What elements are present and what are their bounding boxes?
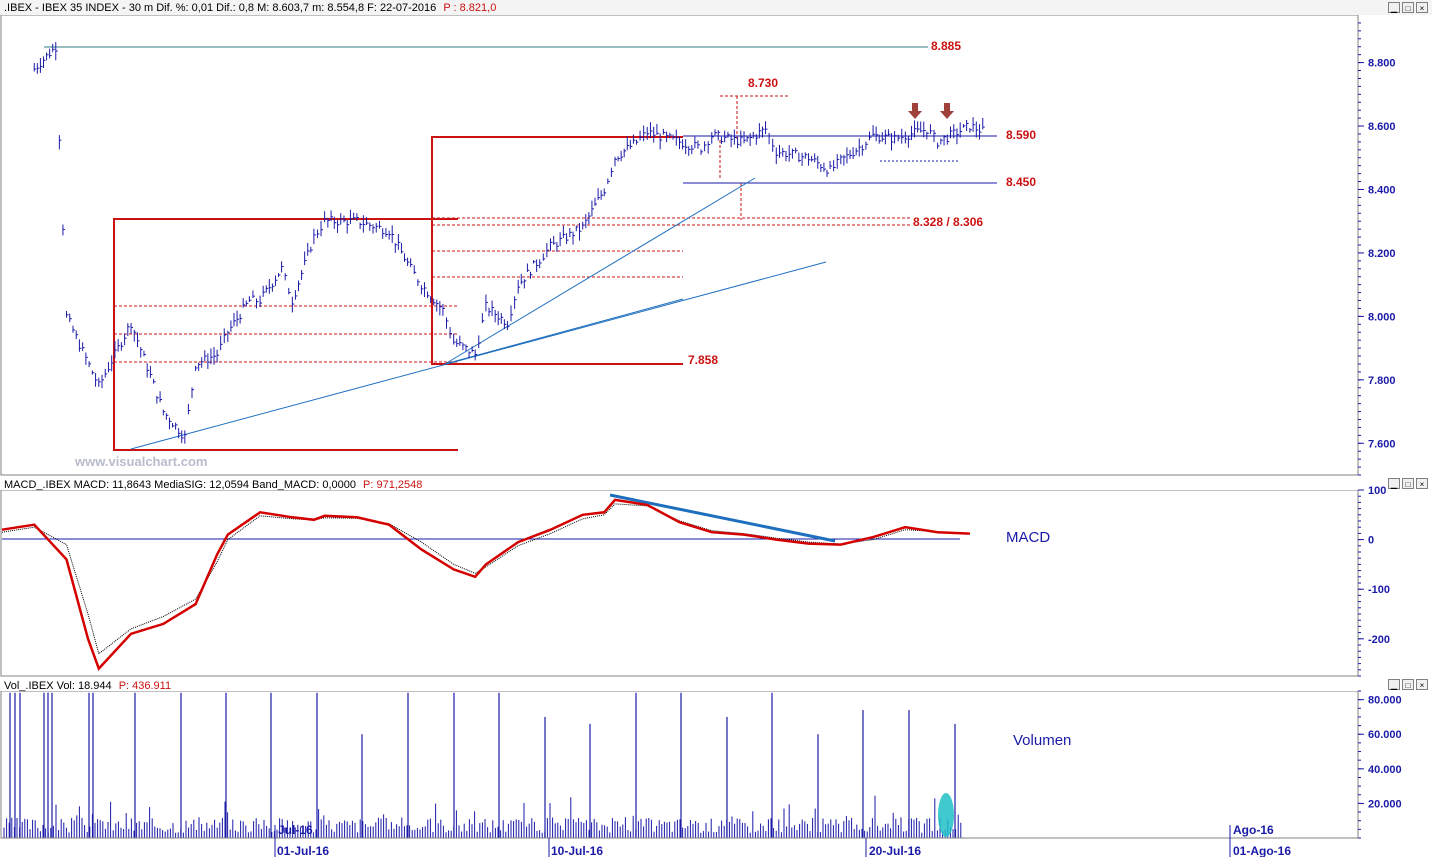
- volume-header-p: P: 436.911: [119, 680, 171, 692]
- level-8885: 8.885: [931, 39, 961, 53]
- macd-header-bar: [0, 476, 1432, 490]
- macd-line: [1, 498, 970, 671]
- trendline-1: [130, 261, 827, 450]
- macd-minimize-button[interactable]: ▁: [1388, 478, 1400, 489]
- volume-tick-label: 80.000: [1368, 695, 1402, 707]
- volume-header-bar: [0, 677, 1432, 691]
- macd-divergence-line: [609, 493, 836, 543]
- volume-maximize-button[interactable]: □: [1402, 679, 1414, 690]
- macd-header-p: P: 971,2548: [363, 479, 422, 491]
- volume-minimize-button[interactable]: ▁: [1388, 679, 1400, 690]
- price-tick-label: 8.400: [1368, 184, 1396, 196]
- volume-bars: [3, 692, 962, 838]
- level-8730: 8.730: [748, 76, 778, 90]
- macd-close-button[interactable]: ×: [1416, 478, 1428, 489]
- macd-maximize-button[interactable]: □: [1402, 478, 1414, 489]
- macd-signal-line: [1, 503, 970, 655]
- price-tick-label: 7.600: [1368, 438, 1396, 450]
- price-panel: [0, 14, 1359, 476]
- level-8328-8306: 8.328 / 8.306: [913, 215, 983, 229]
- volume-header: Vol_.IBEX Vol: 18.944 P: 436.911: [4, 680, 171, 692]
- level-8450: 8.450: [1006, 175, 1036, 189]
- volume-title: Volumen: [1013, 732, 1071, 749]
- month-label-ago: Ago-16: [1233, 823, 1274, 837]
- volume-tick-label: 40.000: [1368, 764, 1402, 776]
- price-header-bar: [0, 0, 1432, 15]
- macd-tick-label: 0: [1368, 535, 1374, 547]
- annotations: [44, 46, 997, 451]
- price-bars: [33, 41, 985, 444]
- x-label-01-ago: 01-Ago-16: [1233, 844, 1291, 857]
- volume-header-prefix: Vol_.IBEX Vol: 18.944: [4, 680, 112, 692]
- price-header-prefix: .IBEX - IBEX 35 INDEX - 30 m Dif. %: 0,0…: [4, 2, 436, 14]
- macd-tick-label: -100: [1368, 584, 1390, 596]
- volume-tick-label: 60.000: [1368, 729, 1402, 741]
- x-label-20-jul: 20-Jul-16: [869, 844, 921, 857]
- macd-header: MACD_.IBEX MACD: 11,8643 MediaSIG: 12,05…: [4, 479, 422, 491]
- macd-title: MACD: [1006, 529, 1050, 546]
- arrow-down-icon: [940, 103, 954, 119]
- x-label-01-jul: 01-Jul-16: [277, 844, 329, 857]
- arrow-down-icon: [908, 103, 922, 119]
- price-header-p: P : 8.821,0: [443, 2, 496, 14]
- price-header: .IBEX - IBEX 35 INDEX - 30 m Dif. %: 0,0…: [4, 2, 496, 14]
- month-label-jul: Jul-16: [278, 823, 313, 837]
- price-tick-label: 8.600: [1368, 121, 1396, 133]
- volume-highlight: [938, 793, 954, 837]
- volume-panel: [0, 690, 1359, 839]
- macd-header-prefix: MACD_.IBEX MACD: 11,8643 MediaSIG: 12,05…: [4, 479, 356, 491]
- level-8590: 8.590: [1006, 128, 1036, 142]
- macd-tick-label: 100: [1368, 485, 1386, 497]
- price-tick-label: 8.200: [1368, 248, 1396, 260]
- volume-tick-label: 20.000: [1368, 798, 1402, 810]
- trendline-3: [444, 298, 684, 365]
- level-7858: 7.858: [688, 353, 718, 367]
- macd-tick-label: -200: [1368, 634, 1390, 646]
- x-label-10-jul: 10-Jul-16: [551, 844, 603, 857]
- price-tick-label: 8.800: [1368, 58, 1396, 70]
- minimize-button[interactable]: ▁: [1388, 2, 1400, 13]
- close-button[interactable]: ×: [1416, 2, 1428, 13]
- volume-close-button[interactable]: ×: [1416, 679, 1428, 690]
- maximize-button[interactable]: □: [1402, 2, 1414, 13]
- price-tick-label: 8.000: [1368, 311, 1396, 323]
- trendline-2: [444, 177, 756, 365]
- price-tick-label: 7.800: [1368, 375, 1396, 387]
- watermark: www.visualchart.com: [74, 454, 207, 469]
